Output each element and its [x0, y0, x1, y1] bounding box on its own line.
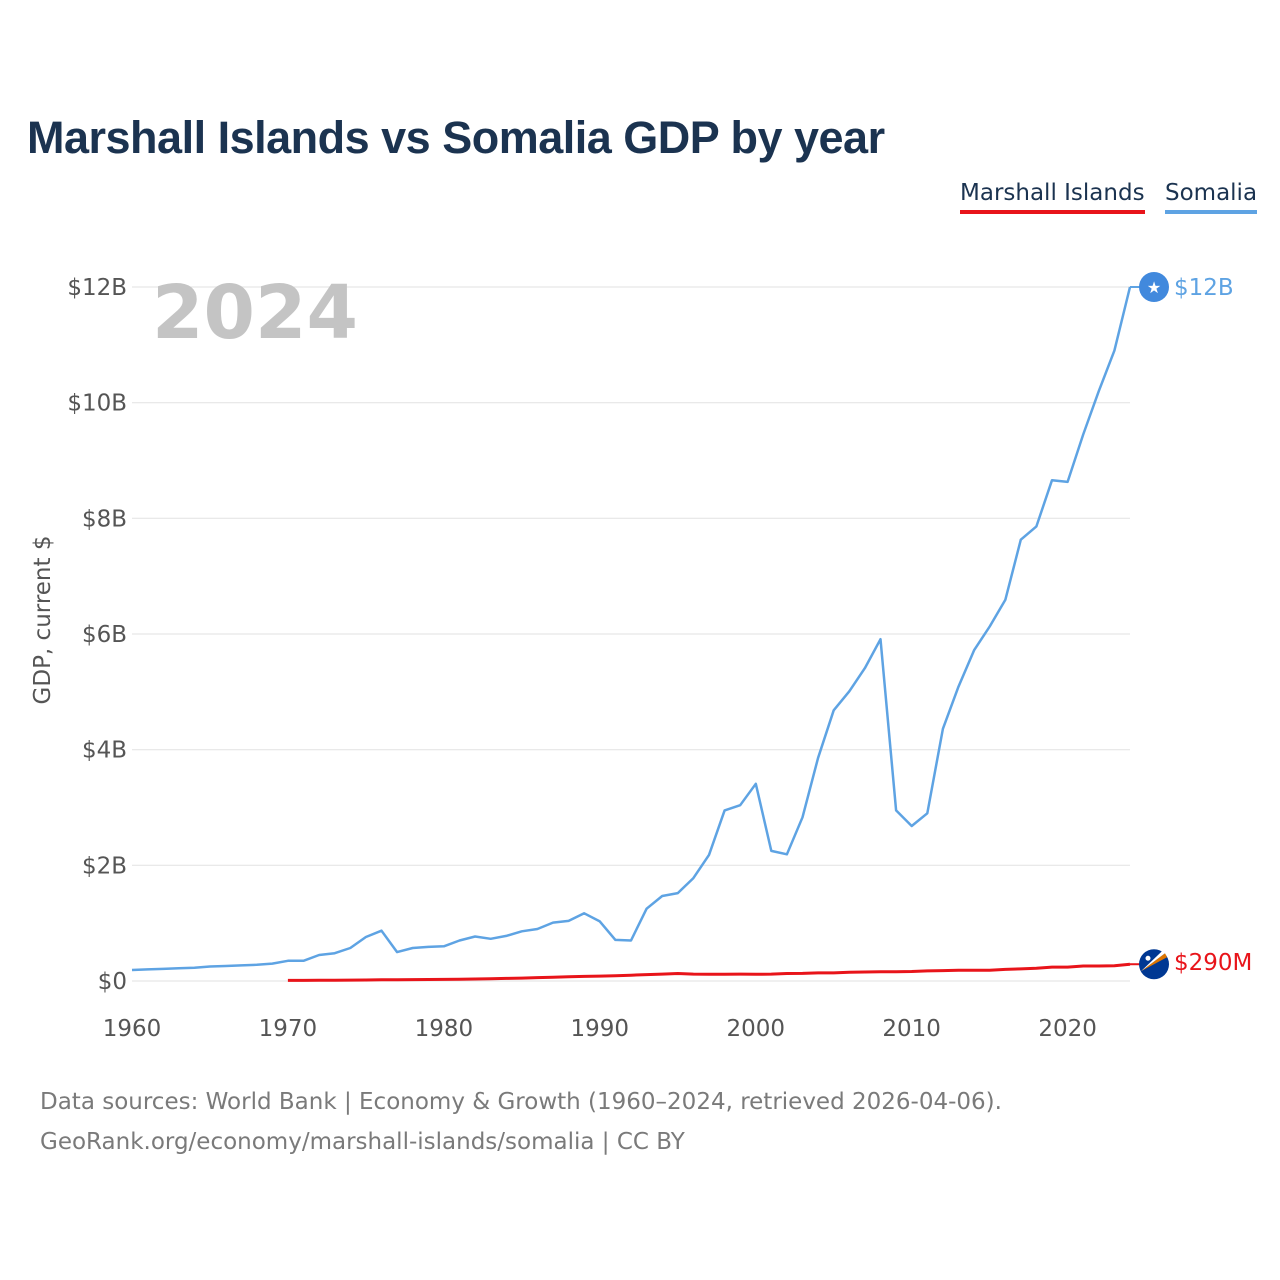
x-tick-label: 1980	[415, 1016, 474, 1042]
x-tick-label: 1990	[571, 1016, 630, 1042]
x-tick-label: 2010	[882, 1016, 941, 1042]
y-tick-label: $10B	[67, 391, 127, 417]
series-line-marshall-islands[interactable]	[287, 962, 1131, 982]
x-tick-label: 1970	[259, 1016, 318, 1042]
end-label-marshall-islands: $290M	[1174, 950, 1252, 976]
source-line-1: Data sources: World Bank | Economy & Gro…	[40, 1089, 1002, 1115]
series-line-somalia[interactable]	[131, 286, 1132, 972]
y-tick-label: $2B	[82, 853, 127, 879]
svg-text:★: ★	[1147, 278, 1161, 297]
chart-plot: 2024 $0 $2B $4B $6B $8B $10B $12B 1960 1970 1980 1…	[30, 270, 1252, 1042]
y-tick-label: $8B	[82, 506, 127, 532]
legend-item-somalia[interactable]: Somalia	[1165, 180, 1258, 214]
x-tick-label: 2000	[726, 1016, 785, 1042]
year-label: 2024	[152, 270, 358, 356]
y-tick-label: $4B	[82, 738, 127, 764]
chart-title: Marshall Islands vs Somalia GDP by year	[27, 112, 885, 163]
y-tick-label: $0	[98, 969, 127, 995]
marshall-islands-flag-icon	[1139, 949, 1169, 980]
source-note: Data sources: World Bank | Economy & Gro…	[40, 1082, 1002, 1162]
y-axis-title: GDP, current $	[30, 536, 56, 705]
end-label-somalia: $12B	[1174, 275, 1234, 301]
legend-item-marshall-islands[interactable]: Marshall Islands	[960, 180, 1145, 214]
y-tick-label: $12B	[67, 275, 127, 301]
source-line-2[interactable]: GeoRank.org/economy/marshall-islands/som…	[40, 1129, 685, 1155]
x-tick-label: 2020	[1038, 1016, 1097, 1042]
y-tick-label: $6B	[82, 622, 127, 648]
x-tick-label: 1960	[103, 1016, 162, 1042]
somalia-flag-icon: ★	[1139, 272, 1169, 302]
